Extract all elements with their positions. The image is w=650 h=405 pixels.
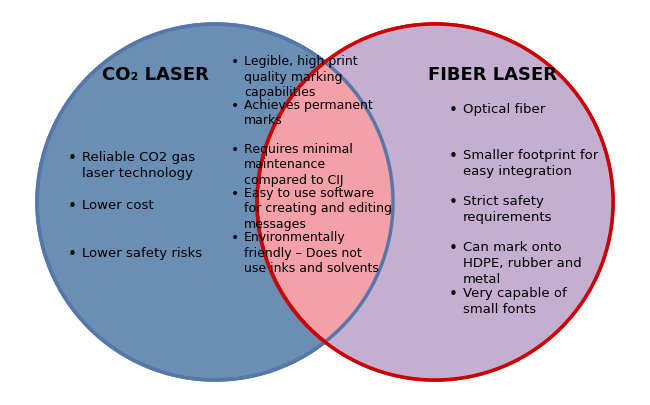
Text: •: • [68,151,77,166]
Text: •: • [231,143,239,157]
Text: •: • [449,194,458,209]
Text: •: • [449,286,458,301]
Text: Lower cost: Lower cost [82,198,153,211]
Text: •: • [68,246,77,261]
Text: •: • [231,230,239,244]
Text: Optical fiber: Optical fiber [463,103,545,116]
Polygon shape [325,25,613,380]
Text: •: • [449,241,458,256]
Circle shape [257,25,613,380]
Text: FIBER LASER: FIBER LASER [428,66,558,84]
Text: Requires minimal
maintenance
compared to CIJ: Requires minimal maintenance compared to… [244,143,353,187]
Text: Lower safety risks: Lower safety risks [82,246,202,259]
Text: Smaller footprint for
easy integration: Smaller footprint for easy integration [463,149,598,177]
Text: Strict safety
requirements: Strict safety requirements [463,194,552,224]
Text: •: • [68,198,77,213]
Text: Very capable of
small fonts: Very capable of small fonts [463,286,567,315]
Text: Environmentally
friendly – Does not
use inks and solvents: Environmentally friendly – Does not use … [244,230,379,274]
Text: Can mark onto
HDPE, rubber and
metal: Can mark onto HDPE, rubber and metal [463,241,582,285]
Text: •: • [231,55,239,69]
Text: •: • [449,103,458,118]
Text: Achieves permanent
marks: Achieves permanent marks [244,99,372,127]
Text: •: • [449,149,458,164]
Text: Easy to use software
for creating and editing
messages: Easy to use software for creating and ed… [244,187,392,230]
Text: CO₂ LASER: CO₂ LASER [101,66,209,84]
Text: Legible, high print
quality marking
capabilities: Legible, high print quality marking capa… [244,55,358,99]
Text: •: • [231,187,239,200]
Text: •: • [231,99,239,113]
Text: Reliable CO2 gas
laser technology: Reliable CO2 gas laser technology [82,151,195,179]
Circle shape [37,25,393,380]
